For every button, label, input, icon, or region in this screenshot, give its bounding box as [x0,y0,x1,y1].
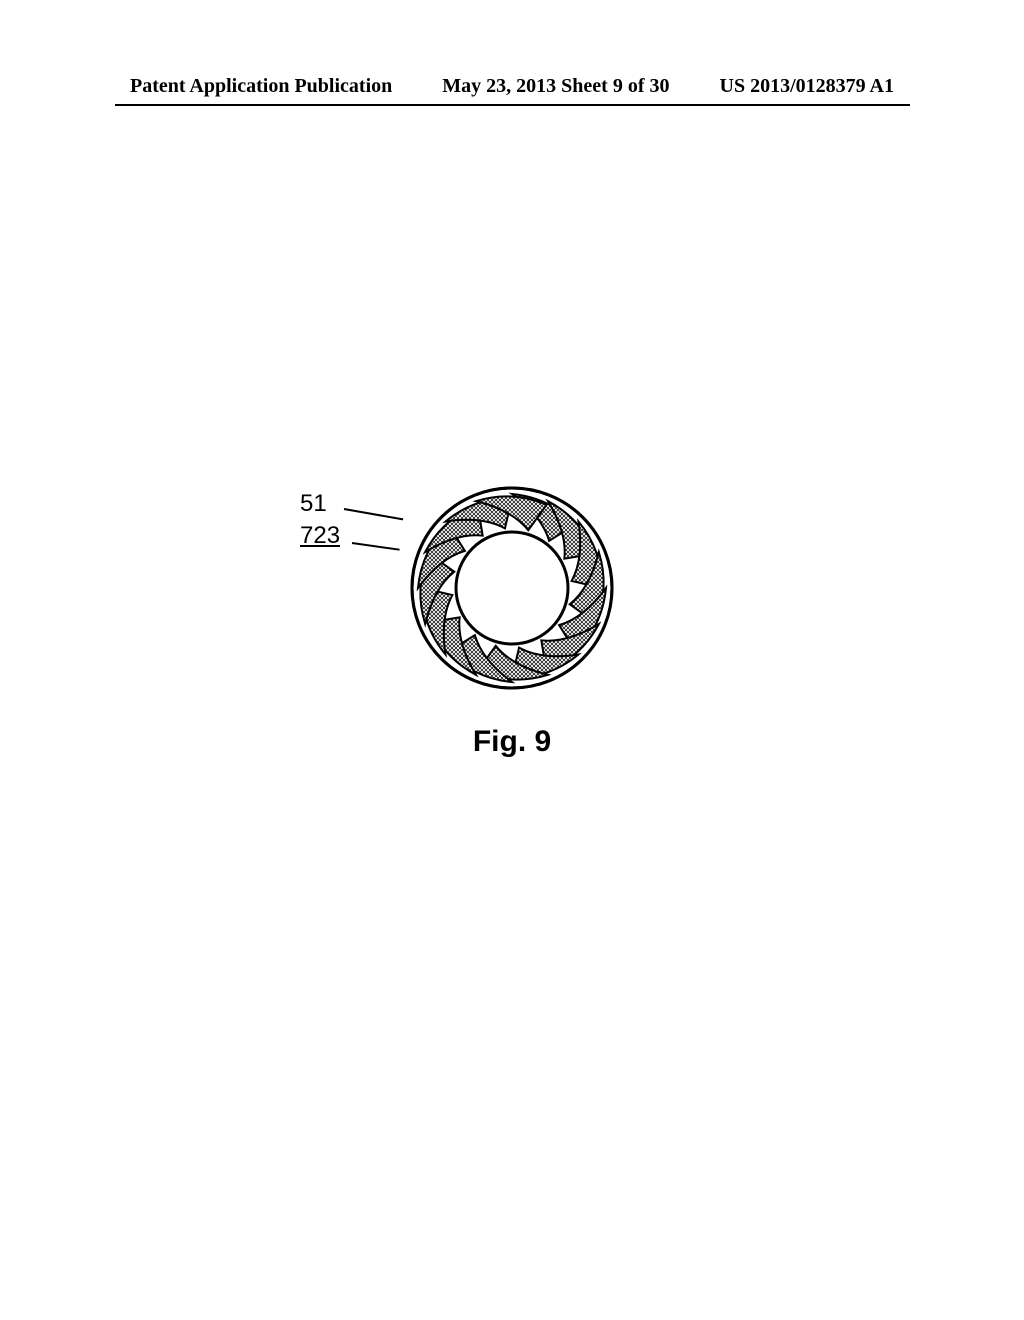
header-divider [115,104,910,106]
page-header: Patent Application Publication May 23, 2… [0,75,1024,98]
reference-label-723: 723 [300,522,340,550]
header-publication-type: Patent Application Publication [130,75,392,98]
figure-9: 51 723 [300,450,700,750]
figure-caption: Fig. 9 [0,725,1024,759]
reference-label-51: 51 [300,490,327,518]
header-date-sheet: May 23, 2013 Sheet 9 of 30 [442,75,669,98]
ring-diagram [392,468,632,708]
header-publication-number: US 2013/0128379 A1 [720,75,894,98]
